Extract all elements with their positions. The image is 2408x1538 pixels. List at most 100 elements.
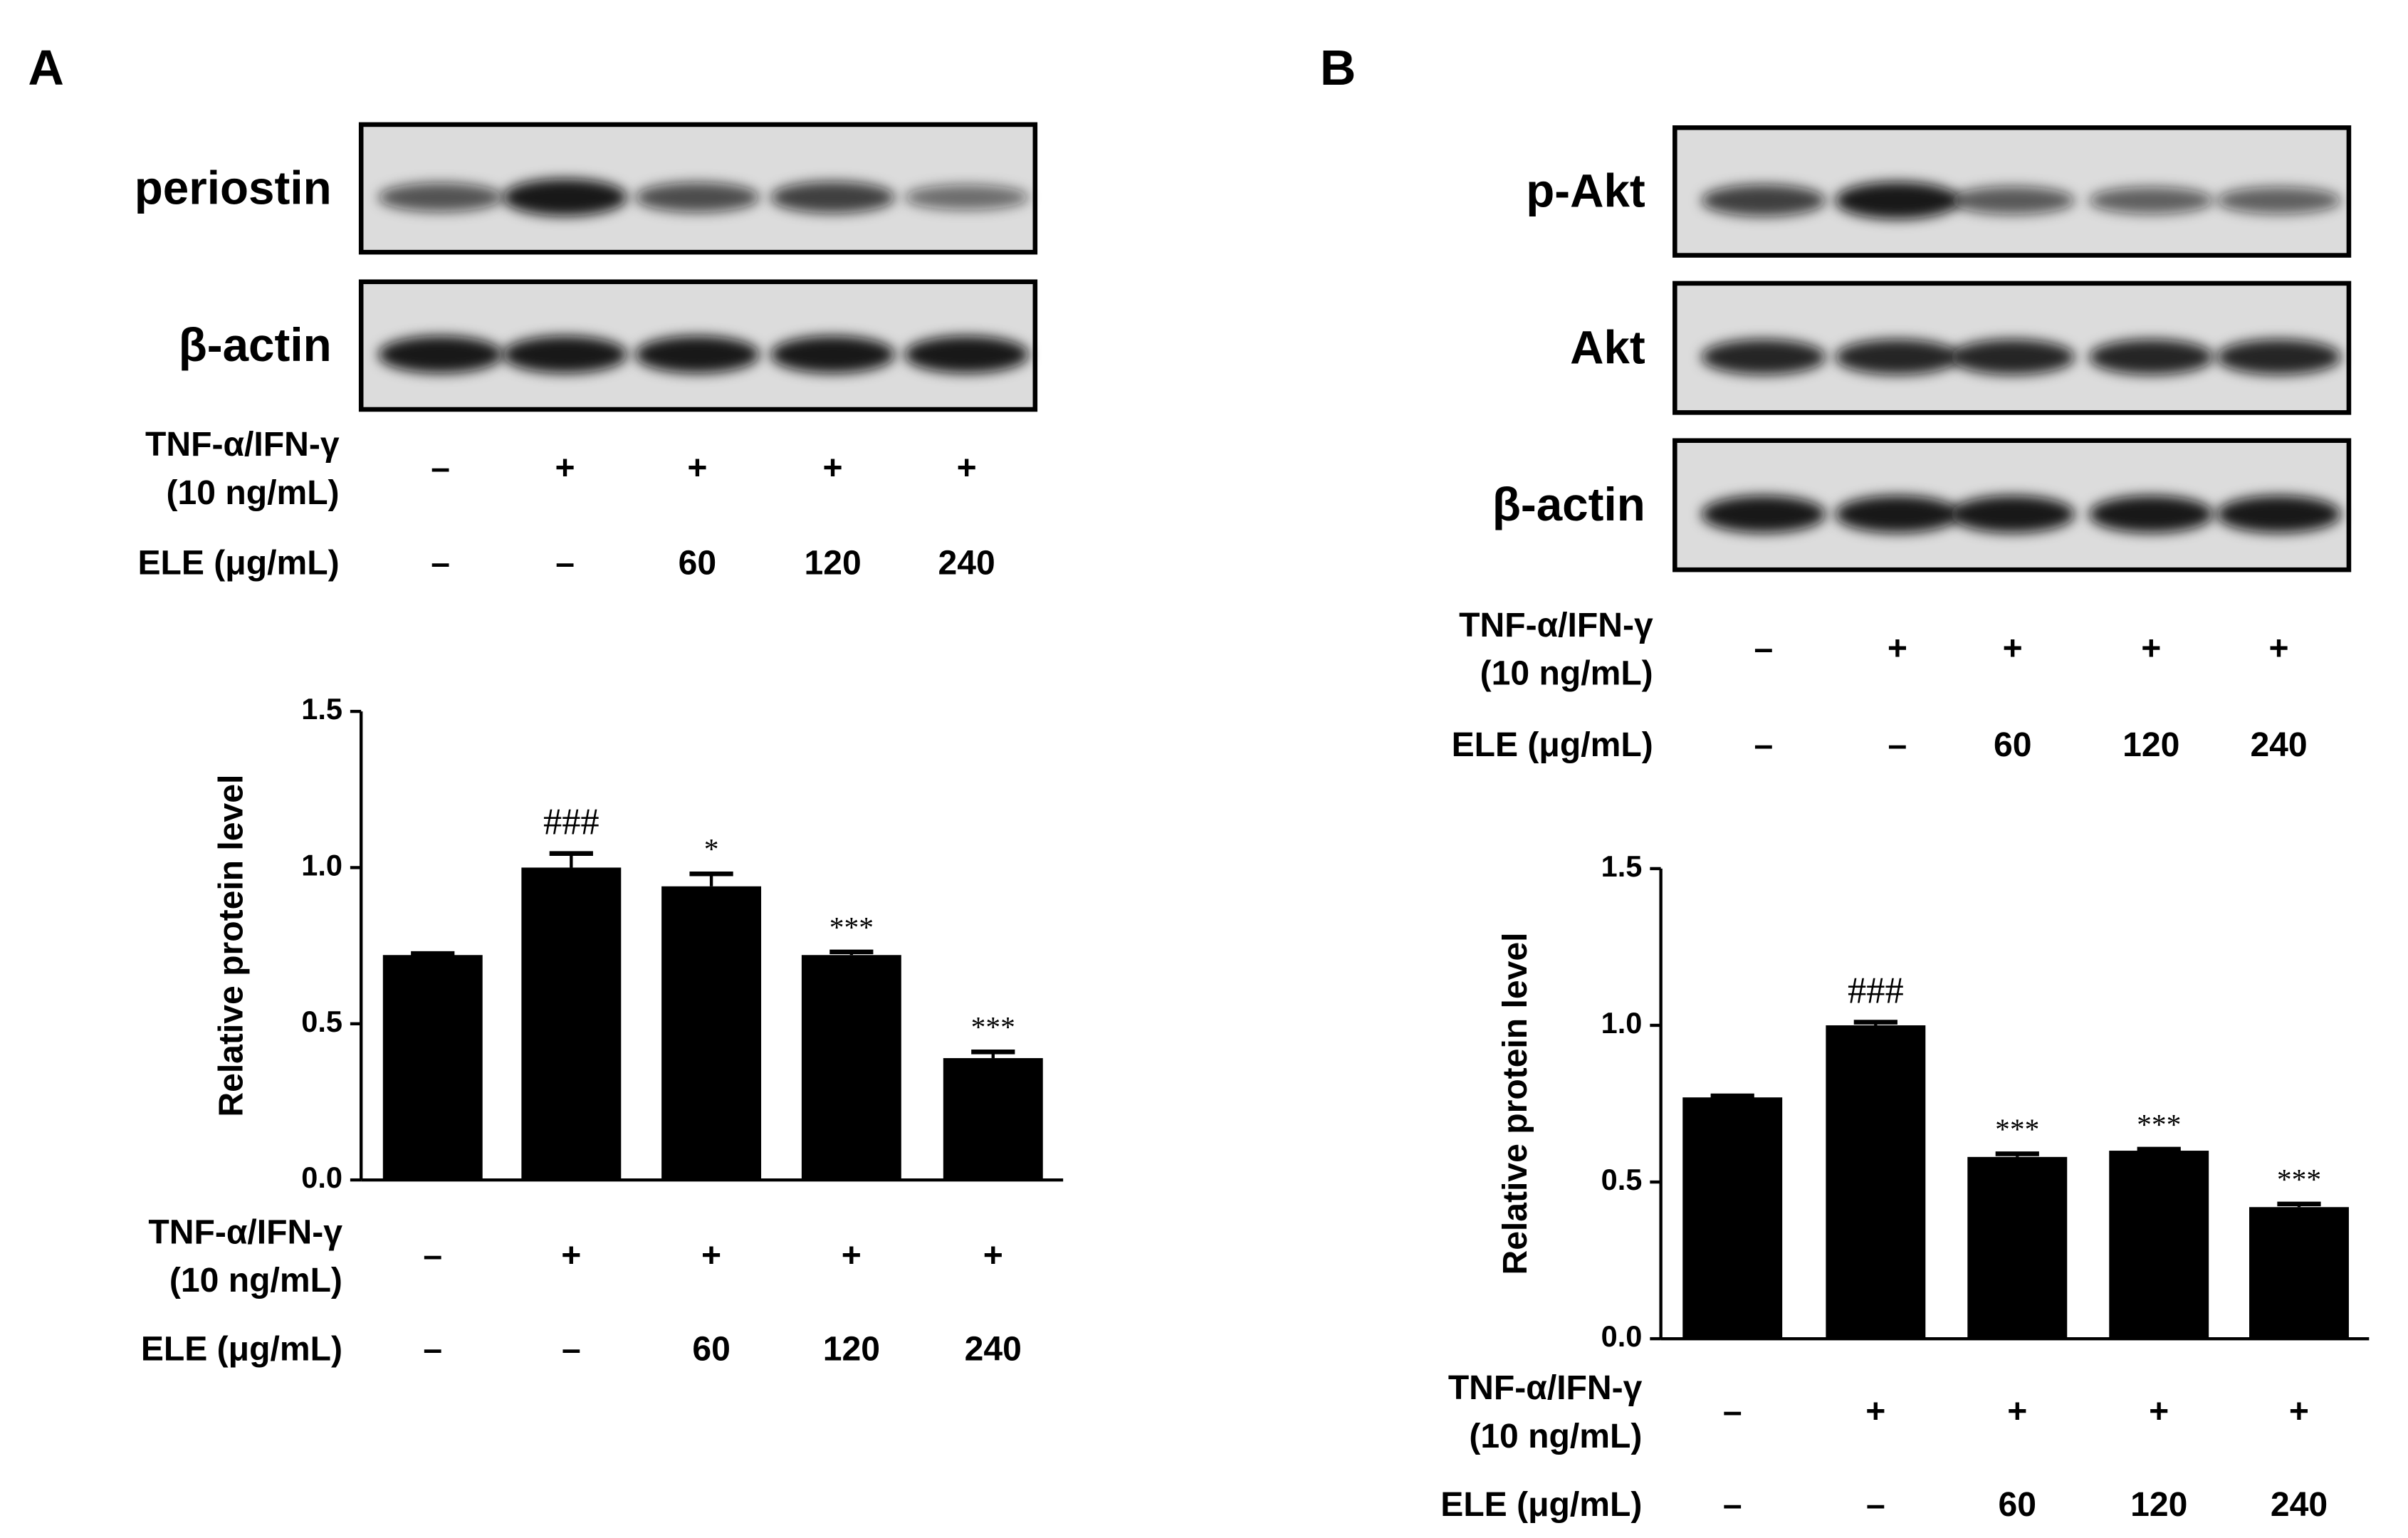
treatment: – bbox=[1888, 726, 1907, 764]
treatment: + bbox=[823, 449, 843, 487]
row-label: ELE (μg/mL) bbox=[137, 543, 339, 582]
y-tick-label: 0.0 bbox=[301, 1161, 342, 1194]
blot-band bbox=[2216, 495, 2341, 533]
blot-band bbox=[634, 182, 760, 213]
treatment: – bbox=[423, 1329, 442, 1368]
blot-band bbox=[1950, 339, 2075, 375]
treatment: + bbox=[2141, 629, 2161, 668]
row-label: TNF-α/IFN-γ bbox=[148, 1213, 342, 1251]
treatment: + bbox=[983, 1236, 1003, 1275]
bar bbox=[2109, 1151, 2209, 1339]
y-tick-label: 1.0 bbox=[301, 848, 342, 882]
treatment: – bbox=[431, 543, 450, 582]
row-label: (10 ng/mL) bbox=[1480, 654, 1653, 693]
y-tick-label: 0.5 bbox=[301, 1005, 342, 1038]
y-axis-label: Relative protein level bbox=[212, 775, 251, 1117]
treatment: – bbox=[423, 1236, 442, 1275]
treatment: – bbox=[1754, 629, 1774, 668]
blot-label: periostin bbox=[135, 162, 332, 214]
blot-label: Akt bbox=[1570, 321, 1645, 373]
blot-band bbox=[1701, 339, 1826, 375]
treatment: 240 bbox=[2271, 1485, 2328, 1524]
y-tick-label: 1.5 bbox=[1601, 849, 1643, 883]
row-label: (10 ng/mL) bbox=[169, 1261, 342, 1299]
treatment: – bbox=[1754, 726, 1774, 764]
annotation: *** bbox=[2277, 1163, 2321, 1196]
treatment: 60 bbox=[679, 543, 716, 582]
blot-band bbox=[1950, 495, 2075, 533]
blot-band bbox=[503, 335, 628, 374]
treatment: + bbox=[2269, 629, 2289, 668]
bar bbox=[1967, 1156, 2068, 1339]
blot-band bbox=[1835, 182, 1960, 219]
treatment: – bbox=[431, 449, 450, 487]
bar bbox=[661, 886, 762, 1181]
row-label: (10 ng/mL) bbox=[167, 474, 340, 512]
annotation: ### bbox=[543, 801, 600, 842]
bar bbox=[382, 955, 483, 1181]
annotation: *** bbox=[2137, 1108, 2181, 1141]
treatment: 120 bbox=[823, 1329, 880, 1368]
treatment: 120 bbox=[2130, 1485, 2187, 1524]
blot-band bbox=[378, 182, 503, 212]
treatment: + bbox=[2149, 1392, 2169, 1430]
annotation: * bbox=[704, 832, 719, 865]
treatment: – bbox=[1866, 1485, 1885, 1524]
blot-band bbox=[503, 178, 628, 216]
treatment: + bbox=[2003, 629, 2023, 668]
y-tick-label: 0.5 bbox=[1601, 1163, 1643, 1196]
blot-band bbox=[770, 335, 896, 374]
treatment: + bbox=[701, 1236, 721, 1275]
row-label: TNF-α/IFN-γ bbox=[1459, 606, 1653, 644]
y-tick-label: 0.0 bbox=[1601, 1319, 1643, 1353]
treatment: + bbox=[2007, 1392, 2027, 1430]
treatment: 240 bbox=[938, 543, 995, 582]
bar bbox=[1826, 1025, 1926, 1339]
blot-band bbox=[904, 184, 1030, 210]
treatment: 120 bbox=[2122, 726, 2179, 764]
blot-band bbox=[1950, 186, 2075, 215]
treatment: + bbox=[2289, 1392, 2309, 1430]
annotation: *** bbox=[971, 1010, 1015, 1043]
panel-label: B bbox=[1320, 40, 1356, 95]
treatment: 60 bbox=[1994, 726, 2031, 764]
treatment: – bbox=[1723, 1485, 1742, 1524]
treatment: – bbox=[562, 1329, 581, 1368]
blot-band bbox=[2216, 187, 2341, 214]
bar bbox=[1682, 1097, 1783, 1339]
treatment: + bbox=[687, 449, 707, 487]
panel-label: A bbox=[28, 40, 64, 95]
y-tick-label: 1.5 bbox=[301, 692, 342, 726]
bar bbox=[943, 1058, 1043, 1181]
blot-band bbox=[2216, 339, 2341, 375]
row-label: ELE (μg/mL) bbox=[141, 1329, 342, 1368]
treatment: 120 bbox=[804, 543, 861, 582]
y-tick-label: 1.0 bbox=[1601, 1006, 1643, 1040]
bar bbox=[801, 955, 901, 1181]
row-label: TNF-α/IFN-γ bbox=[1448, 1369, 1643, 1407]
treatment: + bbox=[561, 1236, 581, 1275]
annotation: *** bbox=[1995, 1112, 2039, 1145]
blot-band bbox=[634, 335, 760, 374]
blot-band bbox=[2088, 339, 2214, 375]
row-label: ELE (μg/mL) bbox=[1440, 1485, 1642, 1524]
blot-label: β-actin bbox=[179, 319, 332, 371]
bar bbox=[2249, 1207, 2349, 1339]
blot-band bbox=[1701, 184, 1826, 216]
bar bbox=[521, 867, 622, 1181]
blot-band bbox=[2088, 495, 2214, 533]
blot-band bbox=[378, 335, 503, 374]
annotation: *** bbox=[829, 911, 874, 943]
treatment: + bbox=[957, 449, 977, 487]
blot-label: p-Akt bbox=[1526, 165, 1645, 217]
treatment: – bbox=[555, 543, 575, 582]
treatment: 60 bbox=[1999, 1485, 2036, 1524]
blot-band bbox=[1835, 495, 1960, 533]
treatment: + bbox=[555, 449, 575, 487]
blot-band bbox=[2088, 187, 2214, 214]
treatment: + bbox=[1865, 1392, 1885, 1430]
treatment: – bbox=[1723, 1392, 1742, 1430]
treatment: + bbox=[1888, 629, 1907, 668]
